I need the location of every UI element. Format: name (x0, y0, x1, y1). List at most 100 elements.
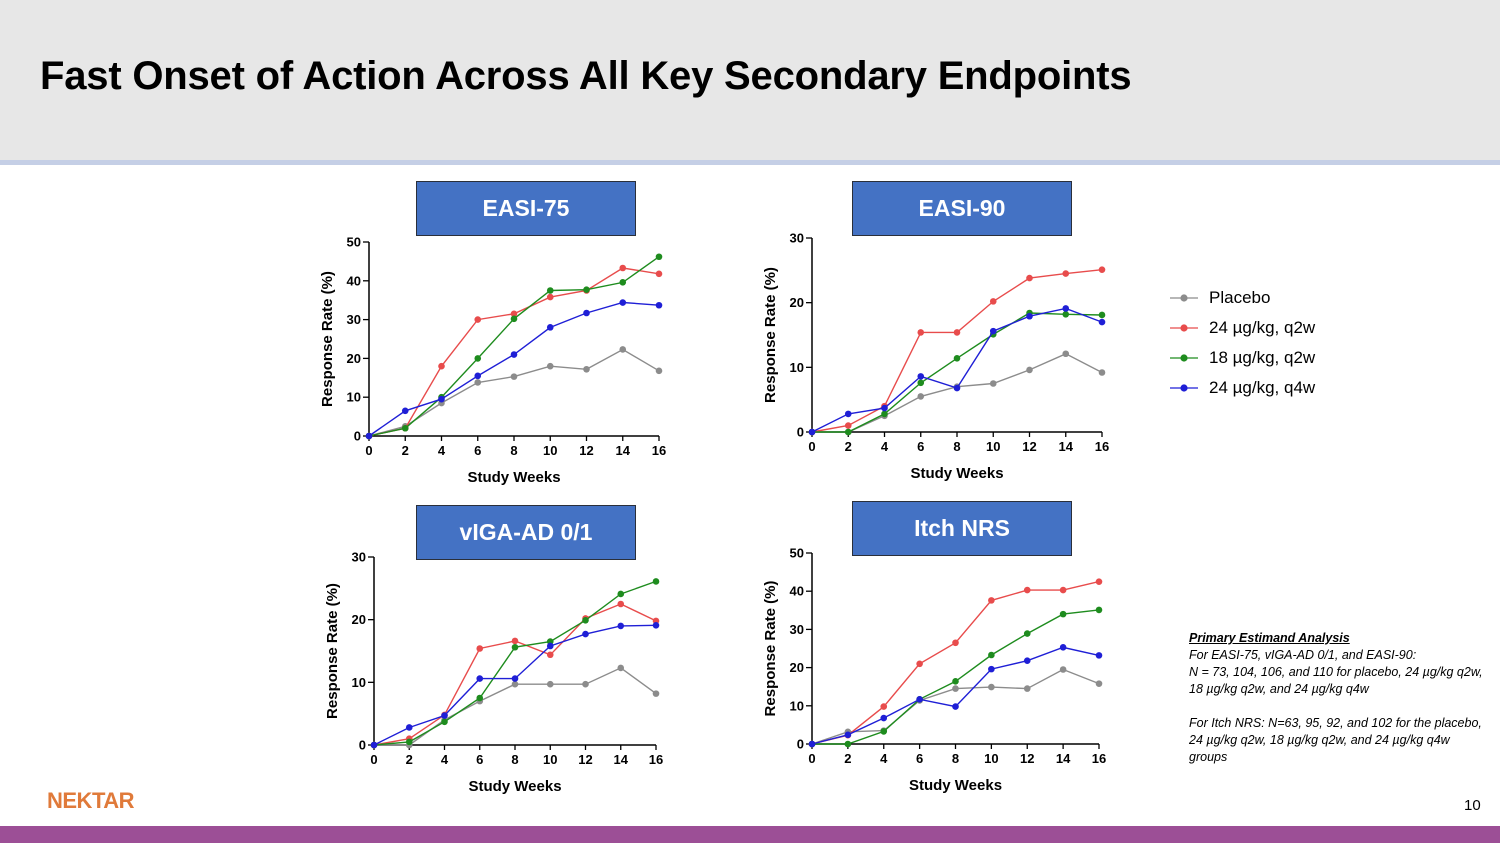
data-point (844, 422, 852, 429)
data-point (988, 683, 995, 691)
data-point (989, 380, 997, 387)
data-point (617, 600, 625, 608)
data-point (1059, 666, 1067, 673)
data-point (916, 660, 923, 668)
data-point (1026, 366, 1033, 374)
data-point (1059, 610, 1067, 618)
data-point (510, 310, 518, 318)
data-point (917, 393, 925, 400)
legend-item-18-q2w: 18 µg/kg, q2w (1170, 343, 1315, 373)
x-tick-label: 8 (953, 439, 960, 454)
legend-item-24-q4w: 24 µg/kg, q4w (1170, 373, 1315, 403)
data-point (1023, 586, 1031, 594)
data-point (511, 675, 519, 682)
data-point (546, 324, 554, 331)
x-tick-label: 8 (952, 751, 959, 766)
y-tick-label: 30 (790, 622, 804, 637)
data-point (1095, 652, 1103, 659)
data-point (988, 597, 995, 604)
x-tick-label: 12 (578, 752, 592, 767)
data-point (881, 404, 888, 412)
data-point (1059, 644, 1067, 651)
y-axis-title: Response Rate (%) (762, 267, 779, 403)
data-point (401, 407, 409, 415)
x-tick-label: 14 (616, 443, 631, 458)
chart-viga-ad: 0 2 4 6 8 10 12 14 16 0 10 20 30 Study Weeks Response … (324, 550, 663, 796)
chart-easi-90: 0 2 4 6 8 10 12 14 16 0 10 20 30 Study Weeks Response … (762, 231, 1109, 483)
data-point (510, 315, 518, 323)
legend-marker-icon (1170, 324, 1198, 332)
data-point (401, 424, 409, 432)
data-point (511, 643, 519, 651)
legend-marker-icon (1170, 384, 1198, 392)
notes-heading: Primary Estimand Analysis (1189, 631, 1350, 645)
data-point (652, 690, 660, 697)
data-point (808, 740, 816, 748)
data-point (619, 299, 627, 306)
data-point (917, 373, 925, 380)
data-point (989, 298, 997, 305)
y-tick-label: 10 (352, 675, 366, 690)
data-point (441, 718, 448, 726)
y-tick-label: 10 (790, 360, 804, 375)
x-tick-label: 14 (1056, 751, 1071, 766)
slide-title: Fast Onset of Action Across All Key Seco… (40, 54, 1132, 98)
notes-line: For EASI-75, vIGA-AD 0/1, and EASI-90: (1189, 648, 1417, 662)
notes-line: For Itch NRS: N=63, 95, 92, and 102 for … (1189, 716, 1482, 764)
data-point (546, 362, 554, 370)
data-point (916, 696, 923, 703)
data-point (617, 590, 625, 598)
data-point (917, 379, 925, 387)
data-point (583, 365, 590, 373)
data-point (510, 351, 518, 358)
data-point (880, 714, 888, 722)
data-point (582, 680, 589, 688)
y-tick-label: 20 (790, 660, 804, 675)
x-tick-label: 16 (652, 443, 666, 458)
data-point (438, 395, 445, 403)
data-point (844, 740, 852, 748)
data-point (952, 703, 959, 710)
x-tick-label: 0 (365, 443, 372, 458)
data-point (881, 410, 888, 418)
y-tick-label: 0 (797, 425, 804, 440)
data-point (474, 379, 482, 386)
data-point (546, 680, 554, 688)
data-point (476, 645, 484, 652)
y-axis-title: Response Rate (%) (762, 581, 779, 717)
data-point (510, 373, 518, 380)
x-tick-label: 10 (986, 439, 1000, 454)
data-point (474, 355, 482, 362)
data-point (1062, 311, 1070, 318)
legend-label: 24 µg/kg, q2w (1209, 318, 1316, 337)
data-point (546, 642, 554, 650)
legend-item-placebo: Placebo (1170, 283, 1315, 313)
data-point (1023, 630, 1031, 637)
data-point (1023, 685, 1031, 692)
x-tick-label: 8 (510, 443, 517, 458)
data-point (370, 741, 378, 749)
legend-label: 18 µg/kg, q2w (1209, 348, 1316, 367)
data-point (511, 680, 519, 688)
data-point (1026, 274, 1033, 282)
data-point (619, 279, 627, 286)
x-tick-label: 10 (543, 443, 557, 458)
y-axis-title: Response Rate (%) (324, 583, 341, 719)
x-axis-title: Study Weeks (909, 777, 1002, 794)
data-point (1062, 350, 1070, 358)
y-tick-label: 0 (359, 738, 366, 753)
x-tick-label: 12 (1020, 751, 1034, 766)
data-point (474, 316, 482, 323)
x-tick-label: 10 (984, 751, 998, 766)
x-tick-label: 4 (880, 751, 888, 766)
x-tick-label: 6 (476, 752, 483, 767)
header-band: Fast Onset of Action Across All Key Seco… (0, 0, 1500, 165)
data-point (655, 270, 663, 278)
chart-legend: Placebo 24 µg/kg, q2w 18 µg/kg, q2w 24 µ… (1170, 283, 1315, 403)
data-point (808, 428, 816, 436)
y-tick-label: 20 (352, 612, 366, 627)
data-point (1095, 680, 1103, 687)
series-line (373, 580, 657, 746)
data-point (953, 354, 961, 362)
y-tick-label: 30 (352, 550, 366, 565)
